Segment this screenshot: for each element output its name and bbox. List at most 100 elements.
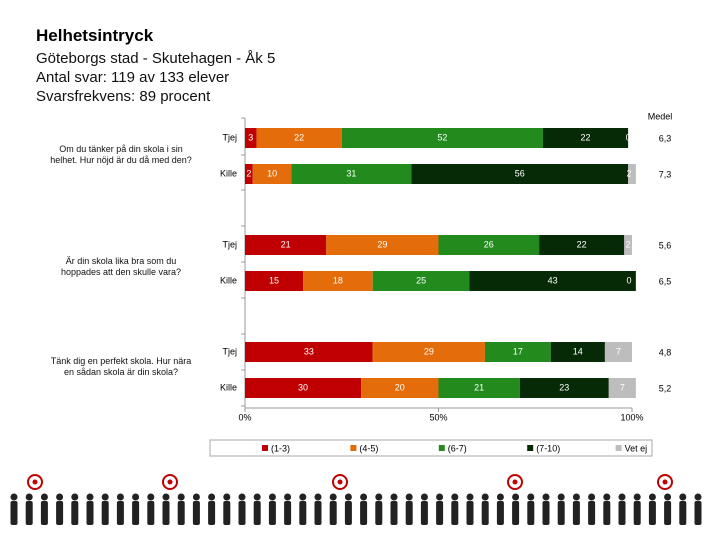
legend-swatch <box>350 445 357 451</box>
figure-head <box>664 493 672 501</box>
mean-value: 6,5 <box>659 276 672 286</box>
bar-segment <box>372 271 470 291</box>
bar-segment <box>256 128 342 148</box>
row-label: Kille <box>220 275 237 285</box>
figure-body <box>344 501 352 525</box>
figure-head <box>162 493 170 501</box>
figure-body <box>588 501 596 525</box>
figure-head <box>603 493 611 501</box>
subtitle: Antal svar: 119 av 133 elever <box>36 69 230 86</box>
figure-body <box>679 501 687 525</box>
footer-decoration <box>10 474 702 525</box>
bar-segment <box>341 128 543 148</box>
figure-body <box>86 501 94 525</box>
figure-head <box>299 493 307 501</box>
figure-body <box>25 501 33 525</box>
figure-body <box>694 501 702 525</box>
figure-head <box>542 493 550 501</box>
bar-segment <box>484 342 551 362</box>
figure-body <box>329 501 337 525</box>
mean-value: 5,6 <box>659 240 672 250</box>
figure-head <box>481 493 489 501</box>
figure-head <box>116 493 124 501</box>
figure-head <box>588 493 596 501</box>
figure-head <box>496 493 504 501</box>
bar-segment <box>550 342 605 362</box>
bar-label: 10 <box>267 168 277 178</box>
figure-body <box>664 501 672 525</box>
bar-label: 7 <box>616 346 621 356</box>
figure-head <box>284 493 292 501</box>
subtitle: Svarsfrekvens: 89 procent <box>36 88 211 105</box>
legend-label: (7-10) <box>536 443 560 453</box>
figure-body <box>420 501 428 525</box>
figure-head <box>572 493 580 501</box>
figure-body <box>223 501 231 525</box>
mean-value: 7,3 <box>659 169 672 179</box>
x-tick-label: 100% <box>620 412 643 422</box>
figure-head <box>208 493 216 501</box>
bar-label: 22 <box>577 239 587 249</box>
bar-label: 30 <box>298 382 308 392</box>
bar-segment <box>245 235 327 255</box>
figure-head <box>360 493 368 501</box>
bar-segment <box>624 235 632 255</box>
figure-head <box>253 493 261 501</box>
figure-body <box>162 501 170 525</box>
bar-segment <box>245 164 253 184</box>
bar-segment <box>252 164 292 184</box>
figure-head <box>71 493 79 501</box>
figure-body <box>375 501 383 525</box>
bar-label: 18 <box>333 275 343 285</box>
figure-head <box>466 493 474 501</box>
figure-head <box>132 493 140 501</box>
bar-label: 21 <box>474 382 484 392</box>
bar-label: 14 <box>573 346 583 356</box>
bar-label: 2 <box>626 168 631 178</box>
bar-segment <box>628 164 636 184</box>
figure-body <box>603 501 611 525</box>
legend-swatch <box>527 445 534 451</box>
figure-body <box>360 501 368 525</box>
figure-head <box>618 493 626 501</box>
bar-label: 22 <box>294 132 304 142</box>
figure-body <box>405 501 413 525</box>
row-label: Tjej <box>222 132 237 142</box>
bar-label: 2 <box>626 239 631 249</box>
figure-body <box>496 501 504 525</box>
figure-head <box>101 493 109 501</box>
figure-body <box>284 501 292 525</box>
figure-head <box>436 493 444 501</box>
figure-body <box>390 501 398 525</box>
figure-head <box>527 493 535 501</box>
figure-head <box>147 493 155 501</box>
bar-segment <box>519 378 609 398</box>
row-label: Tjej <box>222 239 237 249</box>
figure-body <box>648 501 656 525</box>
figure-head <box>329 493 337 501</box>
bar-label: 26 <box>484 239 494 249</box>
figure-head <box>40 493 48 501</box>
figure-body <box>40 501 48 525</box>
bar-label: 23 <box>559 382 569 392</box>
legend-label: (4-5) <box>359 443 378 453</box>
question: Om du tänker på din skola i sin helhet. … <box>50 144 192 165</box>
figure-body <box>116 501 124 525</box>
target <box>332 474 348 490</box>
mean-value: 4,8 <box>659 347 672 357</box>
figure-head <box>56 493 64 501</box>
target <box>507 474 523 490</box>
figure-body <box>527 501 535 525</box>
bar-segment <box>438 235 540 255</box>
figure-head <box>648 493 656 501</box>
bar-segment <box>438 378 520 398</box>
figure-body <box>56 501 64 525</box>
figure-body <box>299 501 307 525</box>
figure-head <box>557 493 565 501</box>
bar-label: 43 <box>548 275 558 285</box>
figure-body <box>542 501 550 525</box>
bar-segment <box>372 342 485 362</box>
bar-segment <box>245 342 373 362</box>
target <box>32 479 38 485</box>
